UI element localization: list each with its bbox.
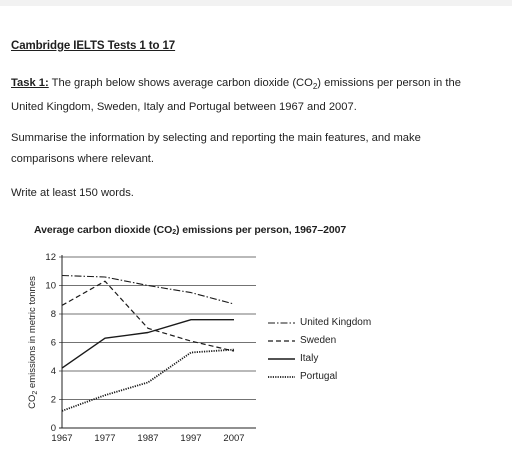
legend-item-italy: Italy — [268, 352, 388, 370]
x-tick-label-2007: 2007 — [223, 433, 244, 444]
chart-title-part1: Average carbon dioxide (CO — [34, 224, 173, 236]
legend-swatch-sweden — [268, 340, 295, 342]
y-tick-label-2: 2 — [51, 395, 56, 406]
task-text-line2: United Kingdom, Sweden, Italy and Portug… — [11, 101, 357, 114]
series-line-italy — [61, 319, 234, 369]
x-tick-label-1997: 1997 — [180, 433, 201, 444]
chart-legend: United Kingdom Sweden Italy Portugal — [268, 316, 388, 388]
series-line-sweden — [61, 280, 235, 352]
y-axis-label: CO2 emissions in metric tonnes — [27, 276, 39, 409]
legend-label-united-kingdom: United Kingdom — [300, 317, 372, 328]
y-tick-label-4: 4 — [51, 366, 56, 377]
page-heading: Cambridge IELTS Tests 1 to 17 — [11, 40, 176, 52]
y-axis-label-part2: emissions in metric tonnes — [27, 276, 38, 391]
top-bar — [0, 0, 512, 6]
legend-swatch-italy — [268, 358, 295, 360]
chart-title-part2: ) emissions per person, 1967–2007 — [176, 224, 347, 236]
legend-swatch-united-kingdom — [268, 322, 295, 324]
instruction-line1: Summarise the information by selecting a… — [11, 132, 421, 144]
word-count-note: Write at least 150 words. — [11, 187, 134, 199]
legend-label-sweden: Sweden — [300, 335, 337, 346]
series-line-portugal — [61, 348, 235, 412]
chart-title: Average carbon dioxide (CO2) emissions p… — [34, 224, 346, 236]
y-tick-label-0: 0 — [51, 423, 56, 434]
y-axis-label-subscript: 2 — [32, 391, 39, 395]
legend-label-portugal: Portugal — [300, 371, 338, 382]
task-text-part1: The graph below shows average carbon dio… — [48, 77, 313, 89]
task-label: Task 1: — [11, 77, 49, 89]
series-line-united-kingdom — [61, 274, 235, 305]
task-text-part2: ) emissions per person in the — [317, 77, 461, 89]
instruction-line2: comparisons where relevant. — [11, 153, 155, 165]
task-description: Task 1: The graph below shows average ca… — [11, 73, 511, 118]
x-tick-label-1977: 1977 — [94, 433, 115, 444]
legend-item-sweden: Sweden — [268, 334, 388, 352]
y-tick-label-12: 12 — [45, 252, 56, 263]
legend-swatch-portugal — [268, 376, 295, 378]
chart-title-subscript: 2 — [172, 229, 177, 236]
y-tick-label-6: 6 — [51, 338, 56, 349]
legend-label-italy: Italy — [300, 353, 319, 364]
x-tick-label-1967: 1967 — [51, 433, 72, 444]
x-tick-label-1987: 1987 — [137, 433, 158, 444]
y-tick-label-10: 10 — [45, 281, 56, 292]
legend-item-united-kingdom: United Kingdom — [268, 316, 388, 334]
instruction-text: Summarise the information by selecting a… — [11, 128, 511, 170]
y-tick-label-8: 8 — [51, 309, 56, 320]
y-axis-label-part1: CO — [27, 395, 38, 409]
legend-item-portugal: Portugal — [268, 370, 388, 388]
task-text-subscript: 2 — [312, 82, 318, 92]
